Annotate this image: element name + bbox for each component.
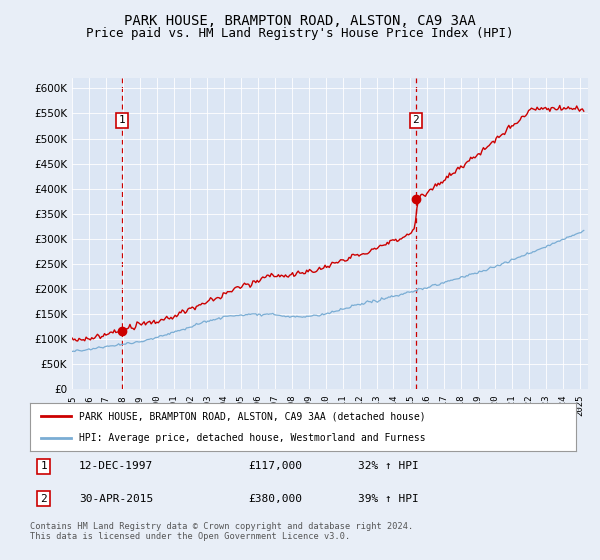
Text: 1: 1 [119, 115, 125, 125]
Text: £117,000: £117,000 [248, 461, 302, 472]
Text: 39% ↑ HPI: 39% ↑ HPI [358, 494, 418, 503]
Text: PARK HOUSE, BRAMPTON ROAD, ALSTON, CA9 3AA: PARK HOUSE, BRAMPTON ROAD, ALSTON, CA9 3… [124, 14, 476, 28]
Text: £380,000: £380,000 [248, 494, 302, 503]
Text: 2: 2 [40, 494, 47, 503]
Text: HPI: Average price, detached house, Westmorland and Furness: HPI: Average price, detached house, West… [79, 433, 426, 443]
Text: Price paid vs. HM Land Registry's House Price Index (HPI): Price paid vs. HM Land Registry's House … [86, 27, 514, 40]
Text: 12-DEC-1997: 12-DEC-1997 [79, 461, 154, 472]
Text: 1: 1 [40, 461, 47, 472]
Text: PARK HOUSE, BRAMPTON ROAD, ALSTON, CA9 3AA (detached house): PARK HOUSE, BRAMPTON ROAD, ALSTON, CA9 3… [79, 411, 426, 421]
Text: 32% ↑ HPI: 32% ↑ HPI [358, 461, 418, 472]
Text: 2: 2 [413, 115, 419, 125]
Text: Contains HM Land Registry data © Crown copyright and database right 2024.
This d: Contains HM Land Registry data © Crown c… [30, 522, 413, 542]
Text: 30-APR-2015: 30-APR-2015 [79, 494, 154, 503]
